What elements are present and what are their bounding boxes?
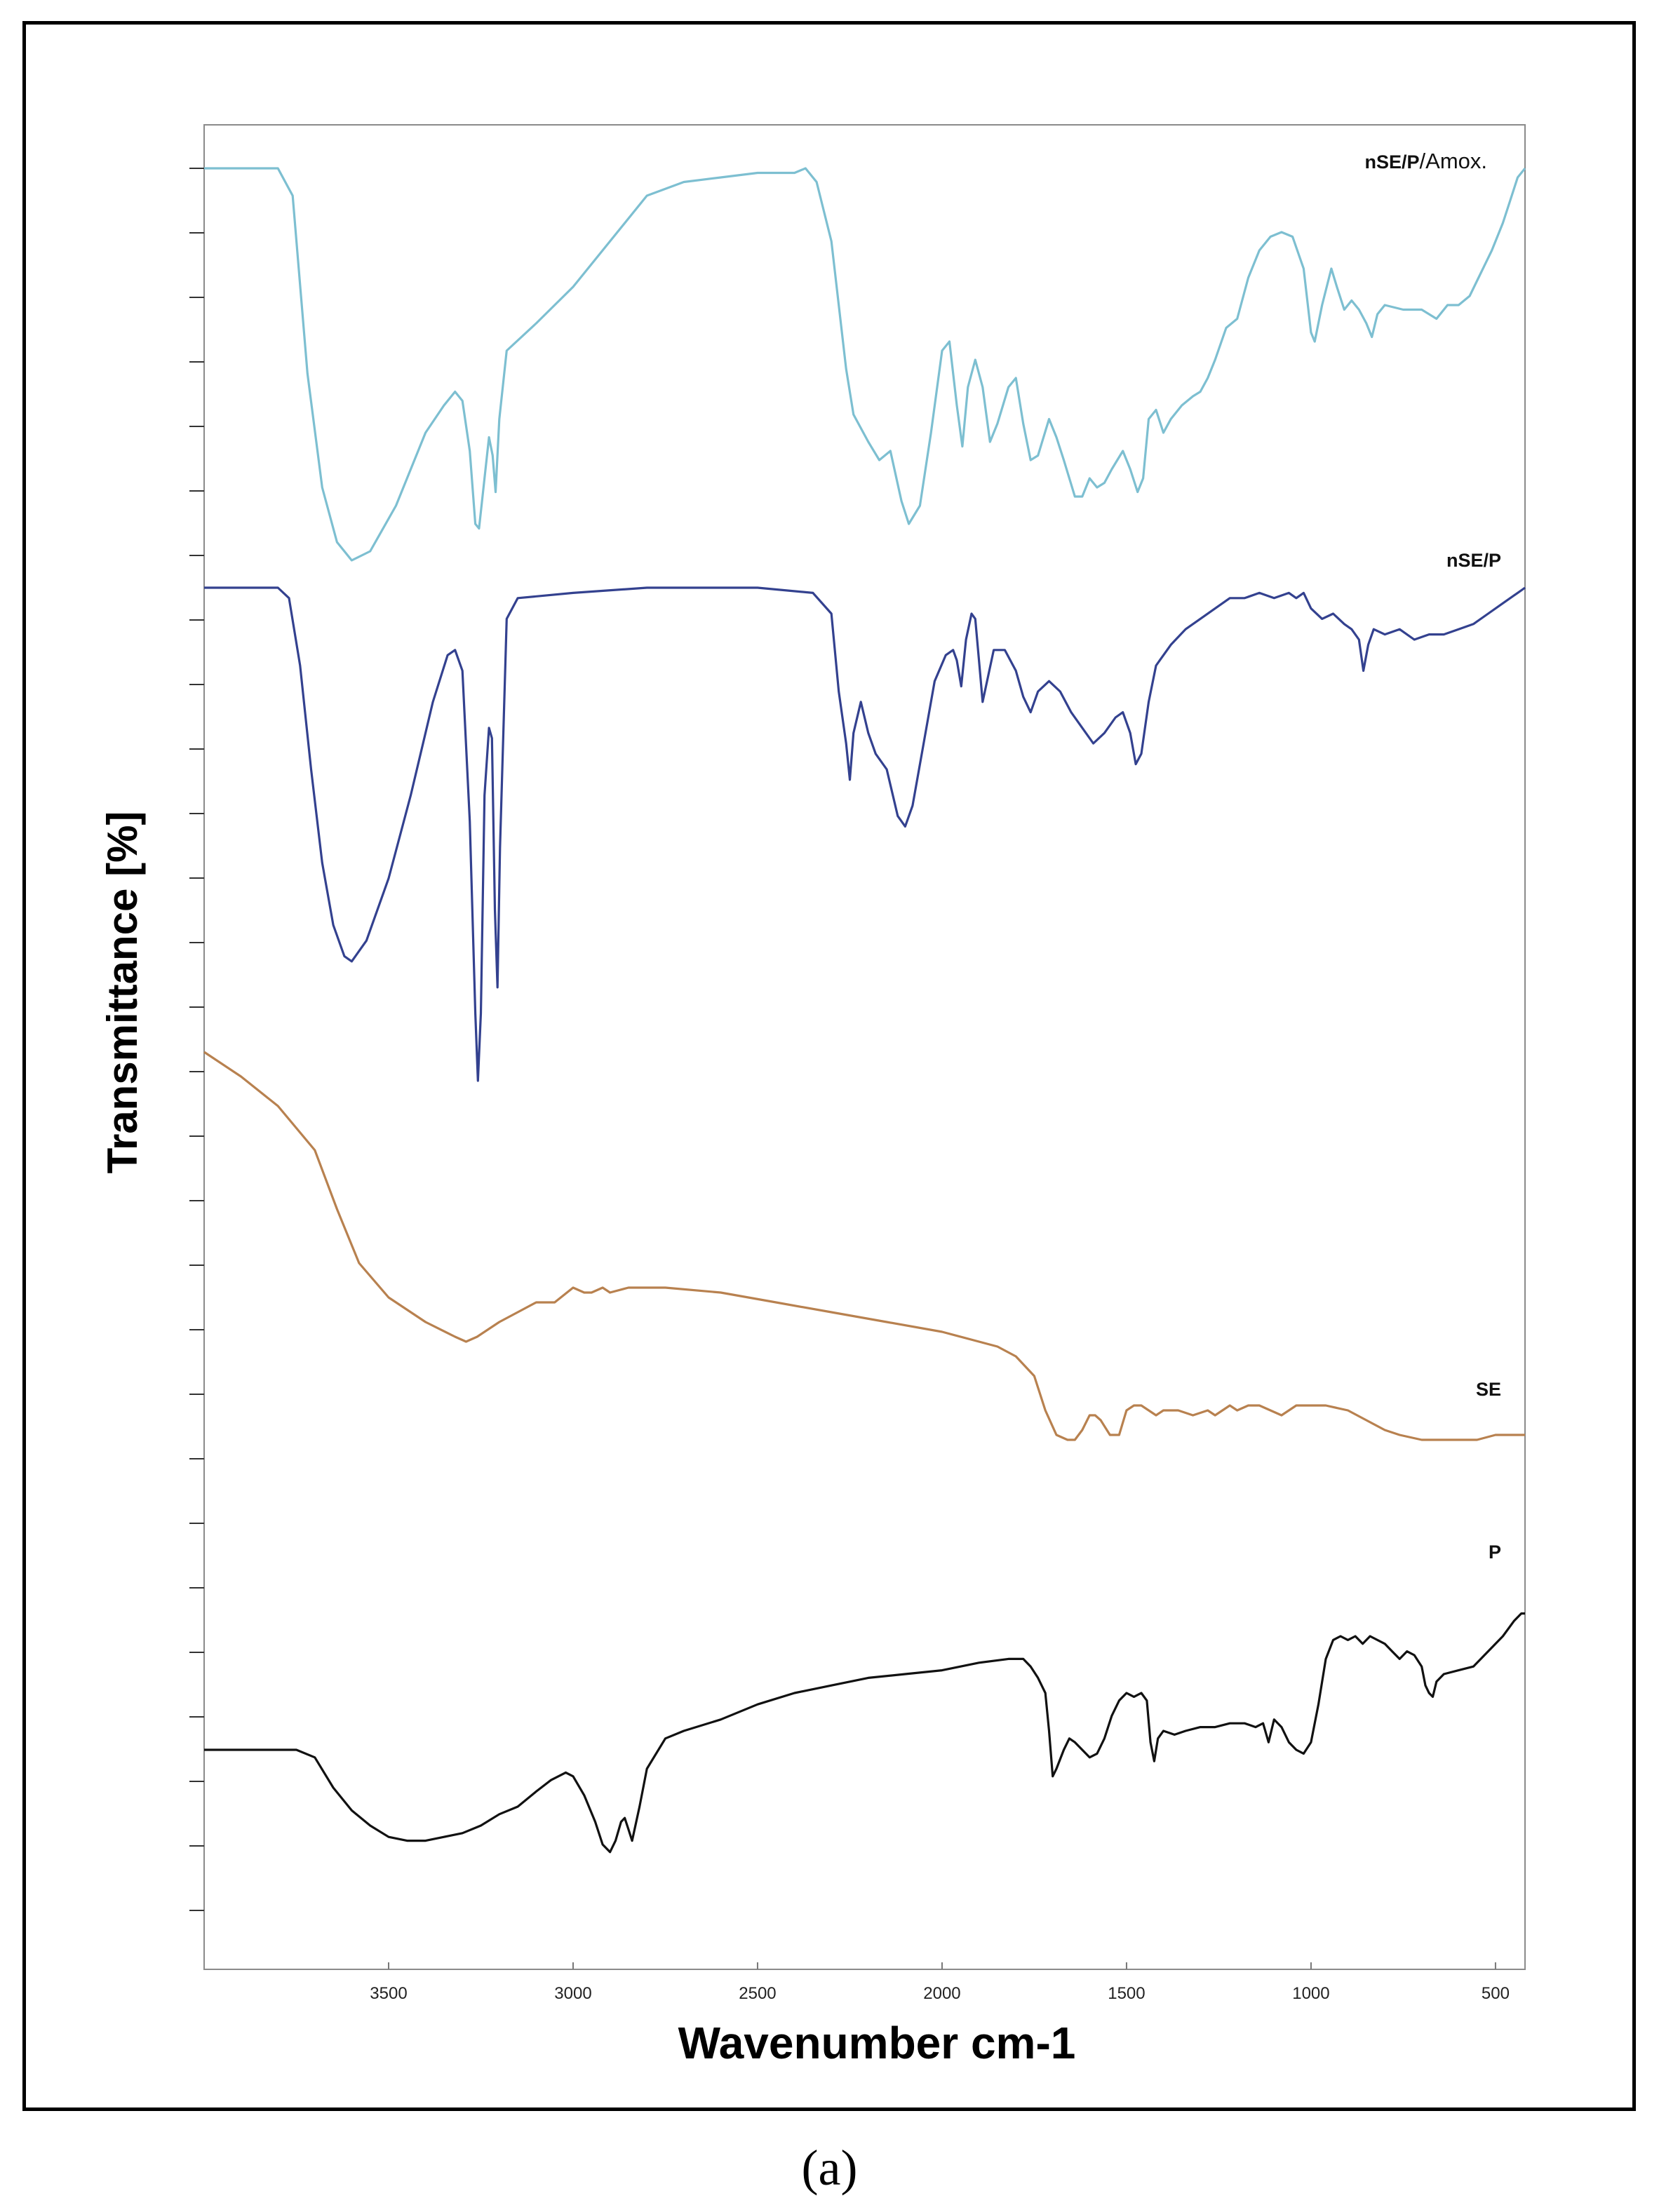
x-tick-label: 3500 — [370, 1984, 407, 2003]
series-line-p — [204, 1612, 1525, 1854]
series-label: nSE/P — [1446, 550, 1501, 571]
series-line-se — [203, 1051, 1525, 1441]
plot-area — [203, 124, 1526, 1970]
x-axis-ticks: 3500 3000 2500 2000 1500 1000 500 — [370, 1962, 1510, 2003]
series-label: nSE/P/Amox. — [1365, 149, 1488, 173]
y-axis-title: Transmittance [%] — [99, 811, 146, 1174]
series-layer — [203, 167, 1526, 1854]
x-axis-title: Wavenumber cm-1 — [678, 2018, 1076, 2068]
series-line-nse-p-amox — [204, 167, 1526, 562]
figure-frame — [22, 21, 1636, 2111]
series-label-part: P — [1489, 1542, 1501, 1563]
x-tick-label: 1500 — [1108, 1984, 1145, 2003]
series-label-part: nSE/P — [1446, 550, 1501, 571]
series-label: P — [1489, 1542, 1501, 1563]
x-tick-label: 2000 — [923, 1984, 960, 2003]
x-tick-label: 2500 — [739, 1984, 776, 2003]
series-label-part: /Amox. — [1420, 149, 1487, 173]
series-label-part: SE — [1476, 1379, 1501, 1400]
series-label-part: nSE/P — [1365, 151, 1420, 173]
x-tick-label: 3000 — [554, 1984, 591, 2003]
x-tick-label: 500 — [1482, 1984, 1510, 2003]
series-label: SE — [1476, 1379, 1501, 1400]
series-line-nse-p — [204, 586, 1526, 1082]
panel-caption: (a) — [801, 2140, 858, 2196]
x-tick-label: 1000 — [1292, 1984, 1329, 2003]
y-axis-ticks — [189, 168, 204, 1911]
